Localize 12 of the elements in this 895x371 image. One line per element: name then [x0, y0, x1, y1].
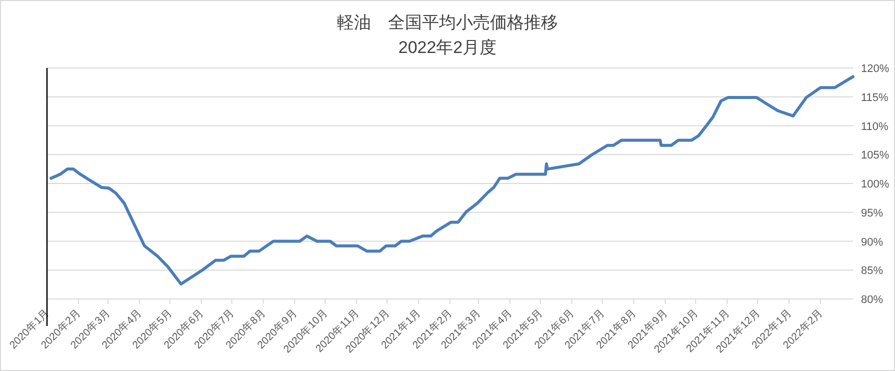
y-tick-label: 110% [861, 120, 889, 133]
y-tick-label: 80% [861, 294, 884, 306]
y-tick-label: 120% [861, 63, 890, 75]
chart-title: 軽油 全国平均小売価格推移 [337, 13, 558, 32]
y-tick-label: 95% [861, 207, 884, 220]
chart-subtitle: 2022年2月度 [398, 38, 497, 57]
y-tick-label: 85% [861, 265, 884, 278]
y-tick-label: 90% [861, 236, 884, 248]
line-series [50, 75, 854, 286]
y-tick-label: 100% [861, 178, 890, 190]
y-tick-label: 105% [861, 150, 890, 162]
y-tick-label: 115% [861, 92, 889, 104]
